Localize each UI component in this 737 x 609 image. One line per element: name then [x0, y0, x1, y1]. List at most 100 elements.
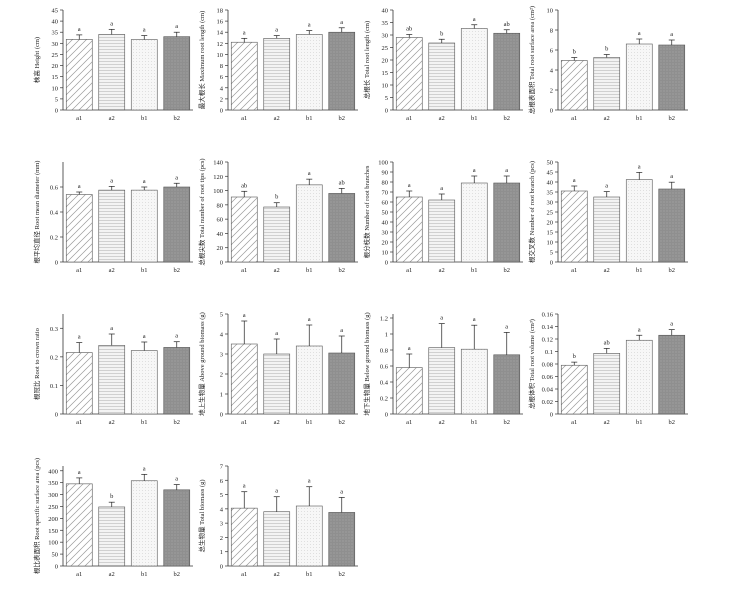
x-tick-label: a1	[76, 419, 82, 426]
y-tick-label: 10	[547, 240, 554, 247]
y-tick-label: 120	[213, 174, 223, 181]
significance-letter: a	[308, 478, 311, 485]
x-tick-label: b2	[669, 115, 676, 122]
significance-letter: b	[110, 493, 113, 500]
bar	[428, 347, 456, 415]
significance-letter: b	[605, 46, 608, 53]
significance-letter: b	[573, 353, 576, 360]
x-tick-label: b1	[306, 115, 313, 122]
y-tick-label: 25	[547, 210, 554, 217]
y-axis-label: 总生物量 Total biomass (g)	[197, 479, 206, 552]
significance-letter: a	[275, 330, 278, 337]
significance-letter: a	[110, 20, 113, 27]
y-tick-label: 0.16	[542, 312, 554, 319]
significance-letter: a	[440, 185, 443, 192]
significance-letter: a	[143, 333, 146, 340]
bar	[263, 353, 291, 415]
bar	[625, 43, 653, 111]
bar	[328, 31, 356, 111]
x-tick-label: b1	[306, 419, 313, 426]
y-axis-label: 根分枝数 Number of root branches	[362, 165, 371, 258]
y-tick-label: 70	[382, 190, 389, 197]
y-tick-label: 0.8	[380, 348, 388, 355]
chart-panel: 0 1 2 3 4 5 6 7 总生物量 Total biomass (g) a a1 a a2 a b1 a…	[197, 464, 358, 578]
significance-letter: a	[408, 182, 411, 189]
y-tick-label: 200	[48, 516, 58, 523]
y-tick-label: 90	[382, 170, 389, 177]
bar	[395, 37, 423, 111]
y-tick-label: 25	[382, 45, 389, 52]
y-tick-label: 40	[382, 8, 389, 15]
bar	[98, 189, 126, 263]
y-tick-label: 50	[547, 160, 554, 167]
y-tick-label: 50	[52, 552, 59, 559]
bar	[593, 353, 621, 415]
significance-letter: a	[308, 316, 311, 323]
x-tick-label: b2	[339, 419, 346, 426]
significance-letter: a	[505, 323, 508, 330]
chart-panel: 0 20 40 60 80 100 120 140 总根尖数 Total number of r…	[197, 158, 358, 274]
bar	[163, 36, 191, 111]
significance-letter: a	[78, 26, 81, 33]
y-tick-label: 8	[220, 63, 223, 70]
bar	[163, 347, 191, 415]
x-tick-label: a1	[406, 419, 412, 426]
bar	[658, 44, 686, 111]
y-tick-label: 25	[52, 52, 59, 59]
bar	[263, 206, 291, 263]
y-tick-label: 0.3	[50, 326, 58, 333]
y-tick-label: 0	[55, 108, 58, 115]
y-tick-label: 7	[220, 464, 224, 471]
y-tick-label: 15	[52, 74, 59, 81]
y-tick-label: 5	[220, 492, 223, 499]
y-tick-label: 0.4	[50, 210, 59, 217]
y-tick-label: 400	[48, 468, 58, 475]
x-tick-label: a2	[604, 267, 610, 274]
significance-letter: a	[308, 170, 311, 177]
chart-panel: 0 0.1 0.2 0.3 根冠比 Root to crown ratio a a1 a a2 a…	[32, 314, 193, 426]
y-tick-label: 0.02	[542, 399, 553, 406]
significance-letter: a	[638, 326, 641, 333]
significance-letter: a	[408, 345, 411, 352]
bar	[163, 489, 191, 567]
significance-letter: a	[605, 183, 608, 190]
bar	[493, 182, 521, 263]
bar	[130, 189, 158, 263]
y-tick-label: 250	[48, 504, 58, 511]
x-tick-label: a2	[274, 419, 280, 426]
x-tick-label: b2	[174, 267, 181, 274]
y-tick-label: 2	[220, 96, 223, 103]
significance-letter: a	[340, 19, 343, 26]
x-tick-label: b1	[471, 419, 478, 426]
x-tick-label: b1	[141, 419, 148, 426]
y-tick-label: 4	[220, 506, 224, 513]
bar	[65, 352, 93, 415]
bar	[460, 28, 488, 111]
x-tick-label: b1	[141, 571, 148, 578]
chart-panel: 0 0.02 0.04 0.06 0.08 0.1 0.12 0.14 0.16 总根体积 Tot…	[527, 312, 688, 426]
x-tick-label: a1	[76, 267, 82, 274]
significance-letter: a	[243, 312, 246, 319]
x-tick-label: a1	[241, 571, 247, 578]
y-tick-label: 10	[382, 83, 389, 90]
significance-letter: a	[175, 174, 178, 181]
bar	[493, 354, 521, 415]
significance-letter: a	[340, 488, 343, 495]
y-axis-label: 根交叉数 Number of root branch (pcs)	[527, 161, 536, 263]
y-tick-label: 5	[550, 250, 553, 257]
y-tick-label: 20	[547, 220, 554, 227]
bar	[230, 507, 258, 567]
x-tick-label: a1	[571, 267, 577, 274]
x-tick-label: a2	[109, 115, 115, 122]
bar	[560, 60, 588, 111]
chart-panel: 0 50 100 150 200 250 300 350 400 根比表面积 Root speci…	[32, 458, 193, 578]
significance-letter: a	[243, 483, 246, 490]
x-tick-label: a2	[604, 419, 610, 426]
x-tick-label: b1	[636, 267, 643, 274]
y-tick-label: 40	[547, 180, 554, 187]
significance-letter: a	[638, 163, 641, 170]
y-axis-label: 总根长 Total root length (cm)	[362, 21, 371, 99]
x-tick-label: b2	[174, 115, 181, 122]
x-tick-label: b2	[504, 115, 511, 122]
bar	[263, 511, 291, 567]
